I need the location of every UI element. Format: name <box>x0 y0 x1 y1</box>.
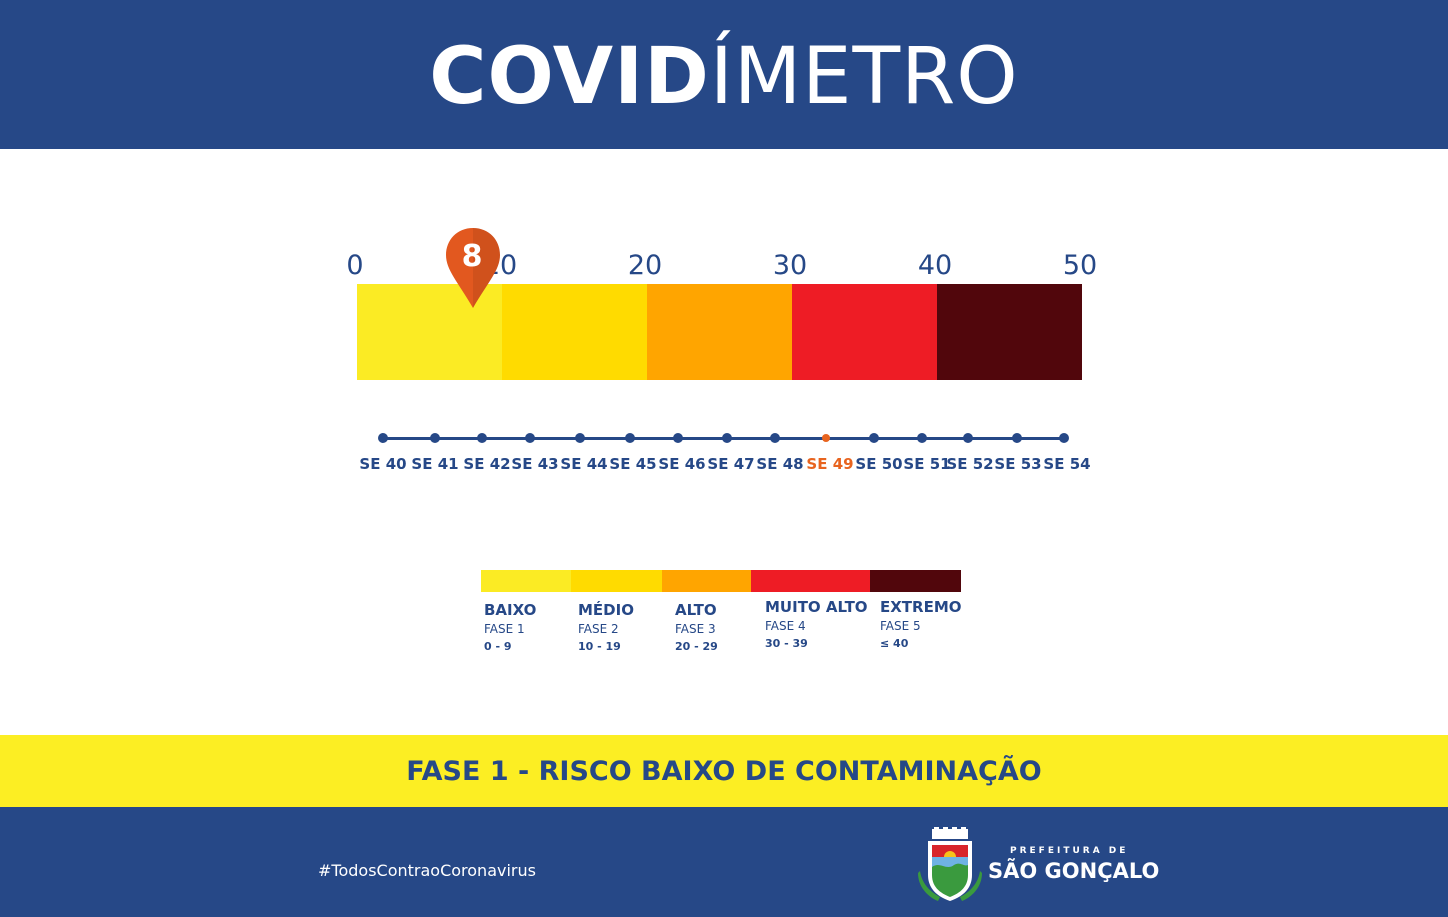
timeline-label: SE 51 <box>903 455 951 473</box>
legend-phase: FASE 3 <box>675 622 716 636</box>
timeline-label: SE 48 <box>756 455 804 473</box>
timeline-dot <box>722 433 732 443</box>
timeline-label: SE 53 <box>994 455 1042 473</box>
legend-range: 0 - 9 <box>484 640 512 653</box>
scale-tick-label: 40 <box>917 250 953 281</box>
title-bold: COVID <box>429 31 710 122</box>
timeline-label: SE 54 <box>1043 455 1091 473</box>
legend-name: MUITO ALTO <box>765 598 868 616</box>
scale-segment-2 <box>502 284 647 380</box>
legend-item: MUITO ALTO FASE 4 30 - 39 <box>765 598 868 650</box>
timeline-label-current: SE 49 <box>806 455 854 473</box>
timeline-dot <box>963 433 973 443</box>
timeline-label: SE 50 <box>855 455 903 473</box>
timeline-dot <box>770 433 780 443</box>
legend-item: EXTREMO FASE 5 ≤ 40 <box>880 598 962 650</box>
legend-range: 10 - 19 <box>578 640 621 653</box>
timeline-dot <box>378 433 388 443</box>
timeline-dot <box>1012 433 1022 443</box>
scale-tick-label: 20 <box>627 250 663 281</box>
legend-item: BAIXO FASE 1 0 - 9 <box>484 601 536 653</box>
phase-banner: FASE 1 - RISCO BAIXO DE CONTAMINAÇÃO <box>0 735 1448 807</box>
scale-tick-label: 50 <box>1062 250 1098 281</box>
timeline-dot <box>430 433 440 443</box>
timeline-label: SE 47 <box>707 455 755 473</box>
legend-swatch <box>481 570 571 592</box>
org-name: SÃO GONÇALO <box>988 859 1160 883</box>
legend-phase: FASE 4 <box>765 619 806 633</box>
legend-name: BAIXO <box>484 601 537 619</box>
legend-range: 30 - 39 <box>765 637 808 650</box>
timeline-label: SE 46 <box>658 455 706 473</box>
title-light: ÍMETRO <box>709 31 1019 122</box>
scale-tick-label: 0 <box>346 250 364 281</box>
hashtag: #TodosContraoCoronavirus <box>318 861 536 880</box>
page-title: COVIDÍMETRO <box>429 38 1018 116</box>
timeline-dot <box>869 433 879 443</box>
legend-swatch <box>662 570 751 592</box>
legend-name: MÉDIO <box>578 601 634 619</box>
scale-segment-4 <box>792 284 937 380</box>
timeline-label: SE 43 <box>511 455 559 473</box>
indicator-value: 8 <box>462 239 483 274</box>
org-prefix: PREFEITURA DE <box>1010 846 1129 856</box>
legend-phase: FASE 5 <box>880 619 921 633</box>
map-pin-icon: 8 <box>446 228 500 308</box>
timeline-label: SE 44 <box>560 455 608 473</box>
footer: #TodosContraoCoronavirus PREFEITURA DE S… <box>0 807 1448 917</box>
timeline-dot <box>525 433 535 443</box>
legend-item: ALTO FASE 3 20 - 29 <box>675 601 718 653</box>
legend-swatch <box>870 570 961 592</box>
legend-name: EXTREMO <box>880 598 962 616</box>
scale-segment-1 <box>357 284 502 380</box>
scale-segment-3 <box>647 284 792 380</box>
scale-tick-label: 30 <box>772 250 808 281</box>
phase-banner-text: FASE 1 - RISCO BAIXO DE CONTAMINAÇÃO <box>406 755 1042 787</box>
week-timeline: SE 40 SE 41 SE 42 SE 43 SE 44 SE 45 SE 46 SE 47… <box>359 420 1100 480</box>
legend-phase: FASE 2 <box>578 622 619 636</box>
timeline-dot <box>575 433 585 443</box>
timeline-dot <box>1059 433 1069 443</box>
timeline-dot <box>917 433 927 443</box>
header: COVIDÍMETRO <box>0 0 1448 149</box>
timeline-label: SE 52 <box>946 455 994 473</box>
legend-item: MÉDIO FASE 2 10 - 19 <box>578 601 634 653</box>
scale-segment-5 <box>937 284 1082 380</box>
legend-phase: FASE 1 <box>484 622 525 636</box>
timeline-dot <box>625 433 635 443</box>
timeline-dot <box>673 433 683 443</box>
legend-name: ALTO <box>675 601 717 619</box>
timeline-label: SE 40 <box>359 455 407 473</box>
timeline-dot <box>822 434 830 442</box>
legend-range: ≤ 40 <box>880 637 909 650</box>
legend-swatch <box>751 570 870 592</box>
timeline-label: SE 45 <box>609 455 657 473</box>
city-crest-icon <box>918 827 982 901</box>
timeline-dot <box>477 433 487 443</box>
timeline-label: SE 42 <box>463 455 511 473</box>
legend-swatch <box>571 570 662 592</box>
timeline-label: SE 41 <box>411 455 459 473</box>
legend-range: 20 - 29 <box>675 640 718 653</box>
